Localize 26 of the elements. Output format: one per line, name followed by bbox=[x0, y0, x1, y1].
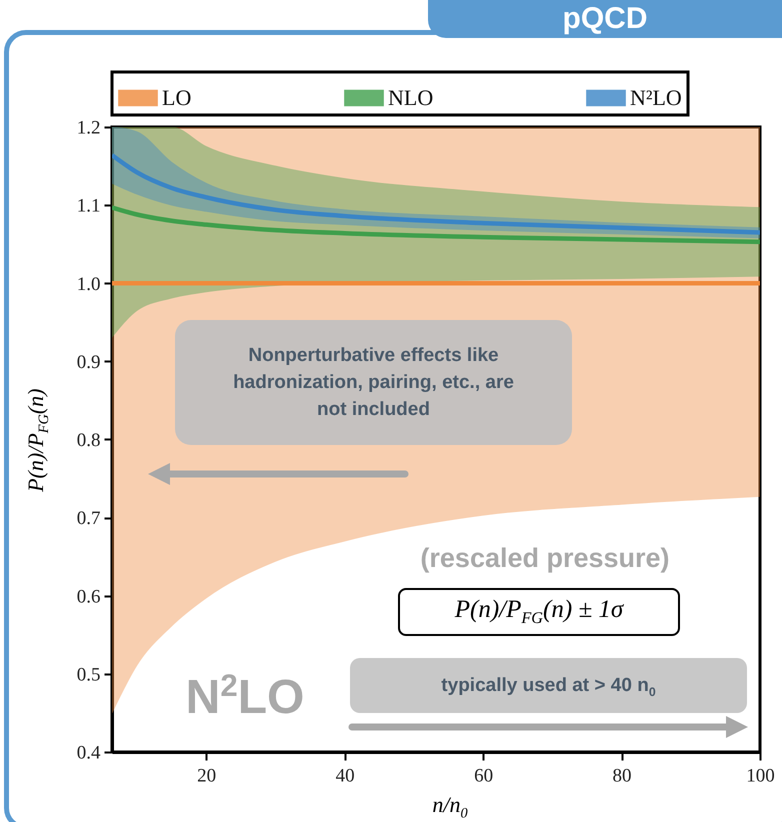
y-tick-label: 0.5 bbox=[76, 664, 100, 686]
y-tick-label: 0.4 bbox=[76, 742, 101, 764]
y-tick-label: 1.0 bbox=[76, 274, 100, 295]
legend-label: N²LO bbox=[630, 85, 682, 110]
annotation: typically used at > 40 n$_{0}$ bbox=[441, 675, 656, 699]
y-tick-label: 1.1 bbox=[76, 196, 100, 217]
line-series bbox=[112, 152, 760, 235]
x-tick-label: 80 bbox=[612, 766, 632, 786]
annotation: N$^{2}$LO bbox=[186, 668, 304, 724]
annotation: Nonperturbative effects like hadronization, pairing, etc., are not included bbox=[233, 344, 514, 422]
x-axis-title: n/n$_{0}$ bbox=[431, 792, 469, 822]
legend-label: NLO bbox=[388, 85, 434, 110]
x-tick-label: 40 bbox=[336, 766, 355, 786]
x-tick-label: 100 bbox=[746, 766, 775, 786]
y-tick-label: 0.9 bbox=[76, 352, 100, 373]
annotation: P(n)/P$_{FG}$(n) ± 1σ bbox=[454, 596, 624, 627]
x-tick-label: 60 bbox=[474, 766, 494, 786]
chart-title: pQCD bbox=[428, 0, 782, 38]
y-tick-label: 1.2 bbox=[76, 118, 100, 138]
legend-label: LO bbox=[162, 85, 192, 110]
y-tick-label: 0.8 bbox=[76, 430, 100, 451]
line-series bbox=[112, 205, 760, 244]
y-tick-label: 0.6 bbox=[76, 586, 100, 608]
y-tick-label: 0.7 bbox=[76, 508, 100, 530]
annotation: (rescaled pressure) bbox=[420, 543, 670, 573]
x-tick-label: 20 bbox=[197, 766, 216, 786]
